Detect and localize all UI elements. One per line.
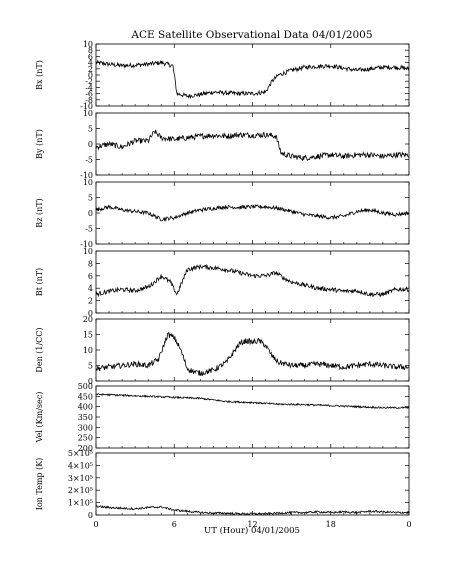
y-axis-label: By (nT) (35, 129, 44, 159)
y-tick-label: 10 (83, 346, 93, 355)
y-tick-label: 300 (78, 423, 93, 432)
y-tick-label: 8 (88, 46, 93, 55)
chart-title: ACE Satellite Observational Data 04/01/2… (130, 29, 372, 41)
y-tick-label: 2 (88, 65, 93, 74)
panel-frame (95, 43, 410, 107)
panel-6: 0 1×10⁵ 2×10⁵ 3×10⁵ 4×10⁵ 5×10⁵ Ion Temp (K) (35, 449, 410, 520)
x-axis: 0 6 12 18 0 (93, 520, 411, 529)
series-trace (95, 331, 410, 377)
panel-1: -10 -5 0 5 10 By (nT) (35, 109, 410, 180)
y-tick-label: 0 (88, 309, 93, 318)
y-tick-label: -8 (85, 96, 93, 105)
y-axis-label: Bx (nT) (35, 60, 44, 90)
panel-frame (95, 452, 410, 516)
y-tick-label: 10 (83, 109, 93, 118)
y-tick-label: 0 (88, 511, 93, 520)
y-tick-label: 10 (83, 247, 93, 256)
series-trace (95, 393, 409, 410)
series-trace (95, 59, 410, 100)
panel-2: -10 -5 0 5 10 Bz (nT) (35, 178, 410, 249)
y-tick-label: 6 (88, 52, 93, 61)
y-tick-label: 2×10⁵ (68, 486, 93, 495)
y-tick-label: 0 (88, 140, 93, 149)
y-tick-label: 250 (78, 434, 93, 443)
panel-frame (95, 250, 410, 314)
y-tick-label: 5 (88, 194, 93, 203)
y-tick-label: -6 (85, 90, 93, 99)
y-tick-label: 0 (88, 71, 93, 80)
y-tick-label: 0 (88, 209, 93, 218)
x-axis-label: UT (Hour) 04/01/2005 (204, 525, 300, 536)
y-tick-label: 4×10⁵ (68, 461, 93, 470)
series-trace (95, 263, 410, 298)
series-trace (95, 204, 410, 222)
y-tick-label: -4 (85, 83, 93, 92)
y-tick-label: -10 (80, 240, 93, 249)
y-tick-label: 200 (78, 444, 93, 453)
y-tick-label: -5 (85, 225, 93, 234)
x-tick-label: 6 (172, 520, 177, 529)
y-axis-label: Vel (Km/sec) (35, 392, 44, 444)
y-tick-label: 1×10⁵ (68, 499, 93, 508)
y-tick-label: -2 (85, 77, 93, 86)
y-tick-label: 5 (88, 362, 93, 371)
y-tick-label: 20 (83, 315, 93, 324)
panel-3: 0 2 4 6 8 10 Bt (nT) (35, 247, 410, 318)
y-tick-label: 450 (78, 392, 93, 401)
y-tick-label: -5 (85, 156, 93, 165)
y-axis-label: Den (1/CC) (35, 327, 44, 372)
y-tick-label: -10 (80, 102, 93, 111)
y-tick-label: 2 (88, 297, 93, 306)
y-tick-label: 5 (88, 125, 93, 134)
y-axis-label: Ion Temp (K) (35, 458, 44, 511)
y-tick-label: 0 (88, 377, 93, 386)
panel-4: 0 5 10 15 20 Den (1/CC) (35, 315, 410, 386)
y-tick-label: 5×10⁵ (68, 449, 93, 458)
panel-frame (95, 181, 410, 245)
y-tick-label: 400 (78, 403, 93, 412)
y-tick-label: 10 (83, 40, 93, 49)
x-tick-label: 18 (326, 520, 336, 529)
y-tick-label: -10 (80, 171, 93, 180)
panel-frame (95, 318, 410, 382)
y-tick-label: 8 (88, 259, 93, 268)
x-tick-label: 0 (406, 520, 411, 529)
y-tick-label: 15 (83, 331, 93, 340)
y-tick-label: 6 (88, 272, 93, 281)
y-axis-label: Bz (nT) (35, 198, 44, 227)
y-tick-label: 4 (88, 284, 93, 293)
y-tick-label: 350 (78, 413, 93, 422)
y-axis-label: Bt (nT) (35, 268, 44, 296)
x-tick-label: 12 (247, 520, 257, 529)
y-tick-label: 3×10⁵ (68, 474, 93, 483)
y-tick-label: 10 (83, 178, 93, 187)
y-tick-label: 4 (88, 59, 93, 68)
x-tick-label: 0 (93, 520, 98, 529)
series-trace (95, 129, 410, 162)
series-trace (95, 504, 410, 516)
panel-frame (95, 112, 410, 176)
y-tick-label: 500 (78, 382, 93, 391)
